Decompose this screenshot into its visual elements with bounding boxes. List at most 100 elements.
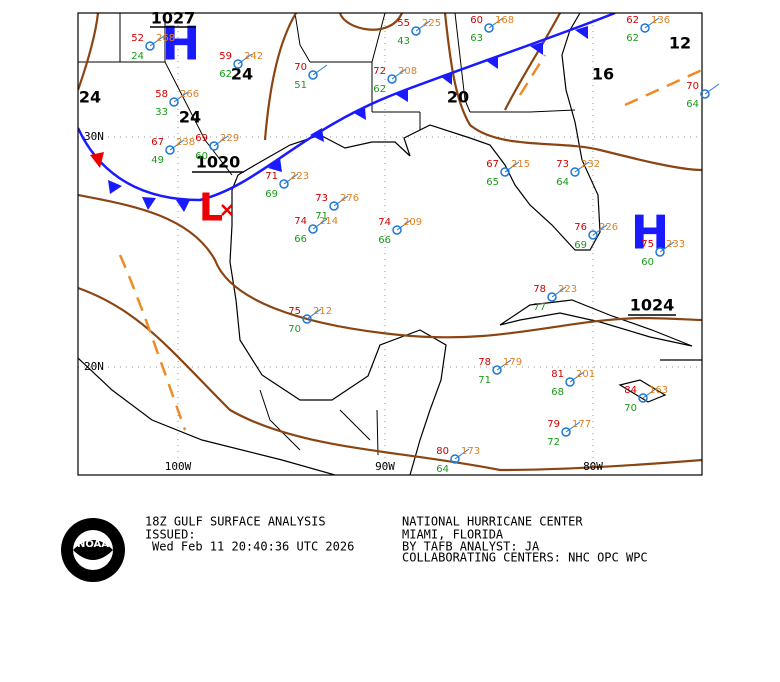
dewpoint: 65	[486, 177, 499, 188]
dewpoint: 72	[547, 437, 560, 448]
isobar-label: 16	[592, 65, 614, 84]
lat-label: 30N	[84, 130, 104, 143]
issued-time: Wed Feb 11 20:40:36 UTC 2026	[152, 540, 354, 554]
wind-barb	[642, 387, 658, 399]
pressure: 209	[403, 217, 422, 228]
pressure: 201	[576, 369, 595, 380]
lon-label: 100W	[165, 460, 192, 473]
station-marker	[500, 167, 510, 177]
station-marker	[492, 365, 502, 375]
wind-barb	[283, 173, 299, 185]
temperature: 75	[641, 239, 654, 250]
high-pressure: 1027	[151, 9, 196, 28]
pressure: 223	[290, 171, 309, 182]
pressure: 223	[558, 284, 577, 295]
wind-barb	[333, 195, 349, 207]
station-marker	[450, 454, 460, 464]
temperature: 70	[686, 81, 699, 92]
pressure: 266	[180, 89, 199, 100]
low-center	[221, 204, 233, 216]
lat-label: 20N	[84, 360, 104, 373]
station-marker	[638, 393, 648, 403]
collaborating-centers: COLLABORATING CENTERS: NHC OPC WPC	[402, 551, 648, 565]
dewpoint: 64	[686, 99, 699, 110]
pressure: 214	[319, 216, 338, 227]
pressure: 226	[599, 222, 618, 233]
dewpoint: 51	[294, 80, 307, 91]
wind-barb	[415, 20, 431, 32]
temperature: 72	[373, 66, 386, 77]
low-pressure: 1020	[196, 153, 241, 172]
low-label: L	[199, 186, 223, 230]
temperature: 80	[436, 446, 449, 457]
wind-barb	[312, 218, 328, 230]
dewpoint: 62	[626, 33, 639, 44]
pressure: 168	[495, 15, 514, 26]
station-marker	[308, 70, 318, 80]
map-layer	[78, 13, 702, 475]
temperature: 74	[294, 216, 307, 227]
pressure: 163	[649, 385, 668, 396]
temperature: 78	[478, 357, 491, 368]
station-marker	[329, 201, 339, 211]
wind-barb	[592, 224, 608, 236]
temperature: 60	[470, 15, 483, 26]
dewpoint: 64	[436, 464, 449, 475]
pressure: 208	[398, 66, 417, 77]
station-marker	[165, 145, 175, 155]
wind-barb	[504, 161, 520, 173]
pressure: 276	[340, 193, 359, 204]
station-marker	[392, 225, 402, 235]
pressure: 215	[511, 159, 530, 170]
temperature: 52	[131, 33, 144, 44]
dewpoint: 64	[556, 177, 569, 188]
center-name: NATIONAL HURRICANE CENTER	[402, 515, 583, 529]
product-title: 18Z GULF SURFACE ANALYSIS	[145, 515, 326, 529]
station-marker	[387, 74, 397, 84]
wind-barb	[565, 421, 581, 433]
dewpoint: 60	[641, 257, 654, 268]
dewpoint: 62	[373, 84, 386, 95]
wind-barb	[237, 53, 253, 65]
station-marker	[279, 179, 289, 189]
temperature: 70	[294, 62, 307, 73]
wind-barb	[312, 64, 328, 76]
station-marker	[308, 224, 318, 234]
dewpoint: 70	[624, 403, 637, 414]
warm-front-pip	[90, 152, 104, 168]
wind-barb	[644, 17, 660, 29]
lon-label: 90W	[375, 460, 395, 473]
wind-barb	[454, 448, 470, 460]
pressure: 233	[666, 239, 685, 250]
high-pressure: 1024	[630, 296, 675, 315]
pressure: 232	[581, 159, 600, 170]
dewpoint: 24	[131, 51, 144, 62]
wind-barb	[659, 241, 675, 253]
dewpoint: 71	[315, 211, 328, 222]
analyst: BY TAFB ANALYST: JA	[402, 540, 540, 554]
graticule	[78, 13, 702, 475]
isobar-label: 24	[179, 108, 201, 127]
temperature: 59	[219, 51, 232, 62]
temperature: 78	[533, 284, 546, 295]
issued-label: ISSUED:	[145, 528, 196, 542]
lon-label: 80W	[583, 460, 603, 473]
high-label: H	[162, 17, 201, 71]
temperature: 67	[151, 137, 164, 148]
pressure: 173	[461, 446, 480, 457]
station-marker	[640, 23, 650, 33]
temperature: 79	[547, 419, 560, 430]
dewpoint: 66	[294, 234, 307, 245]
pressure: 229	[220, 133, 239, 144]
isobars	[78, 13, 702, 472]
pressure: 136	[651, 15, 670, 26]
station-marker	[547, 292, 557, 302]
front-pips	[108, 26, 588, 212]
wind-barb	[391, 68, 407, 80]
troughs	[118, 54, 702, 431]
wind-barb	[396, 219, 412, 231]
station-marker	[588, 230, 598, 240]
wind-barb	[569, 371, 585, 383]
